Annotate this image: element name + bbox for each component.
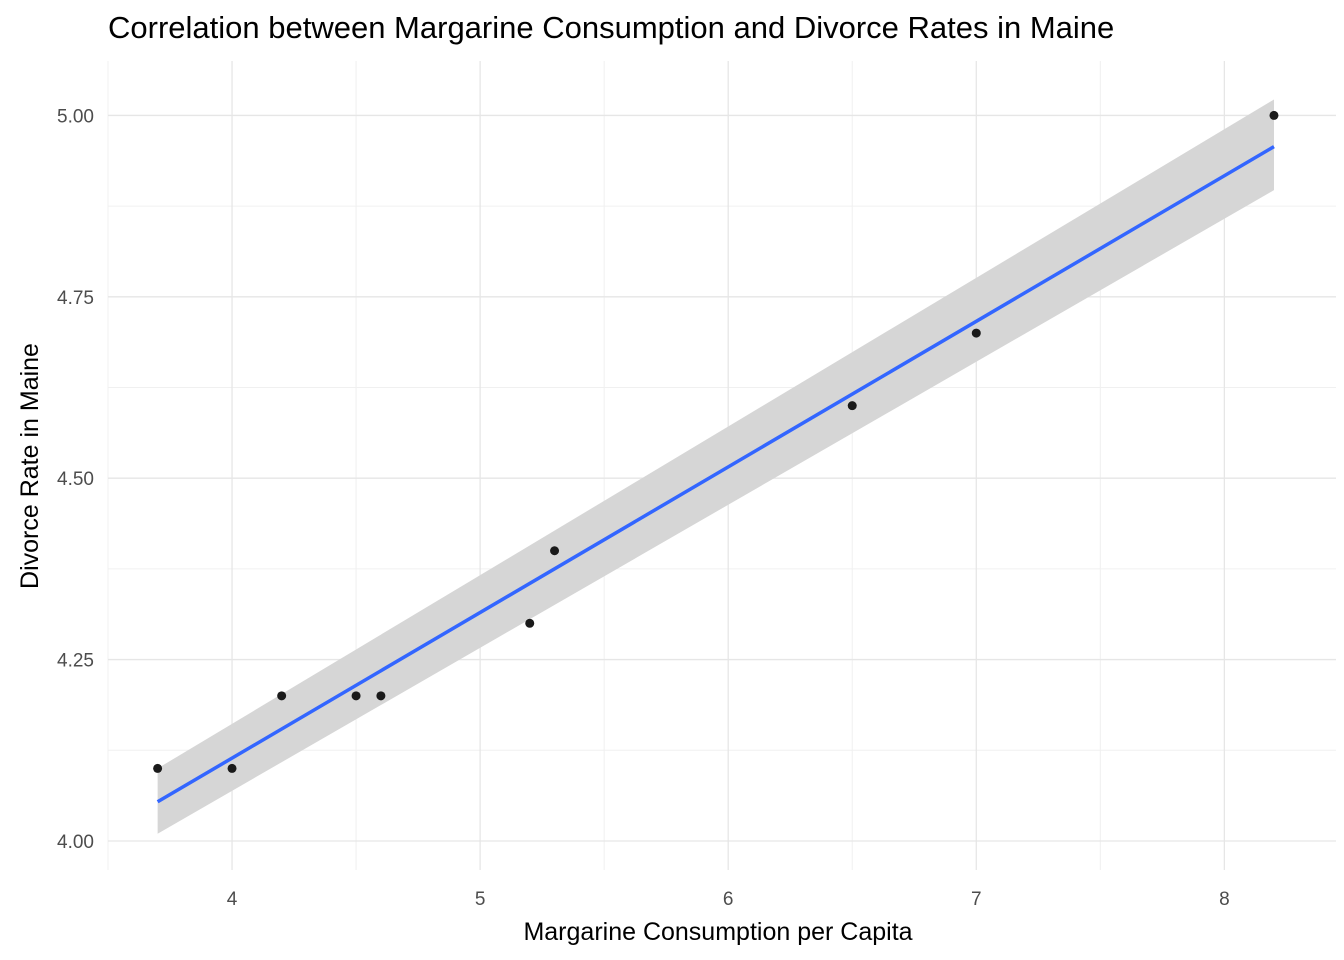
confidence-band xyxy=(157,99,1274,834)
x-tick-label: 5 xyxy=(475,889,486,910)
y-tick-label: 4.50 xyxy=(57,469,94,490)
data-point xyxy=(1269,110,1279,120)
data-point xyxy=(277,691,287,701)
trend-line xyxy=(156,145,1275,804)
y-tick-label: 4.25 xyxy=(57,651,94,672)
data-point xyxy=(525,618,535,628)
x-tick-label: 4 xyxy=(227,889,238,910)
x-axis-ticks: 4 5 6 7 8 xyxy=(227,889,1230,910)
chart-title: Correlation between Margarine Consumptio… xyxy=(108,10,1115,45)
grid-minor xyxy=(107,61,1336,870)
data-point xyxy=(847,401,857,411)
x-tick-label: 7 xyxy=(971,889,982,910)
x-axis-title: Margarine Consumption per Capita xyxy=(523,918,912,946)
y-axis-title: Divorce Rate in Maine xyxy=(16,343,44,589)
y-axis-ticks: 4.00 4.25 4.50 4.75 5.00 xyxy=(57,106,94,853)
y-tick-label: 5.00 xyxy=(57,106,94,127)
x-tick-label: 8 xyxy=(1219,889,1230,910)
data-point xyxy=(227,763,237,773)
data-point xyxy=(376,691,386,701)
data-point xyxy=(550,546,560,556)
x-tick-label: 6 xyxy=(723,889,734,910)
data-point xyxy=(971,328,981,338)
data-point xyxy=(153,763,163,773)
data-point xyxy=(351,691,361,701)
y-tick-label: 4.75 xyxy=(57,288,94,309)
data-points xyxy=(153,110,1279,773)
y-tick-label: 4.00 xyxy=(57,832,94,853)
